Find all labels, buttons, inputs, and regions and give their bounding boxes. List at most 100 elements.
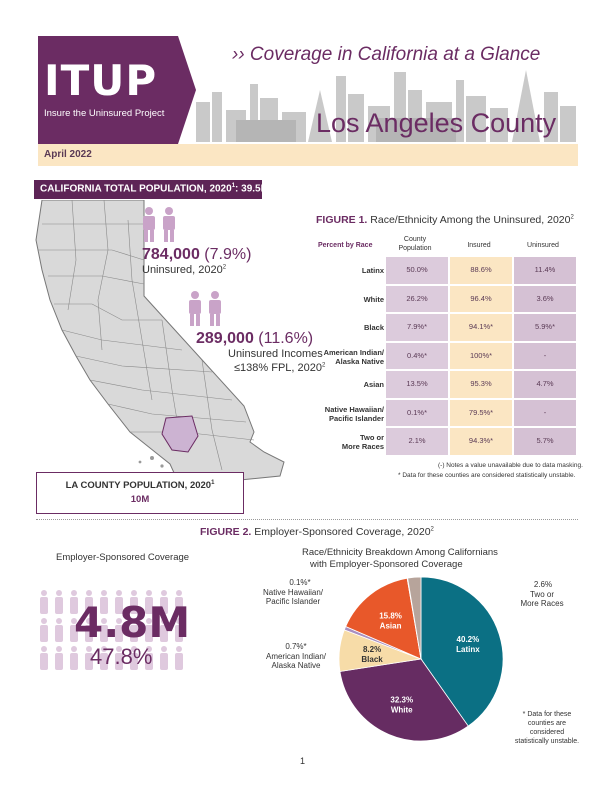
publication-date: April 2022 [44,149,92,160]
label-aian-name-2: Alaska Native [271,661,321,670]
cell-uninsured: 5.7% [514,428,576,455]
itup-logo: ITUP [44,56,158,105]
label-nhpi-name-2: Pacific Islander [265,597,321,606]
race-table: Latinx 50.0% 88.6% 11.4% White 26.2% 96.4% 3.6%… [310,256,576,456]
person-icon [130,618,138,642]
person-icon [175,618,183,642]
cell-uninsured: 11.4% [514,257,576,284]
logo-arrow-shape [178,36,196,144]
table-row: American Indian/Alaska Native 0.4%* 100%* - [310,342,576,371]
date-band [38,144,578,166]
pie-data-label-name: Black [361,655,383,664]
section-divider [36,519,578,520]
uninsured-value: 784,000 [142,246,200,263]
figure2-footnote: 2 [430,526,434,533]
label-aian-name: American Indian/Alaska Native [250,652,342,670]
pie-note: * Data for these counties are considered s… [512,710,582,746]
figure1-title-text: Race/Ethnicity Among the Uninsured, 2020 [370,214,571,226]
person-icon [130,590,138,614]
header-percent-by-race: Percent by Race [318,242,373,249]
pie-data-label-name: White [391,705,413,714]
logo-background [38,36,178,144]
person-icon [85,646,93,670]
pie-slice-white [339,658,469,742]
ca-population-text: CALIFORNIA TOTAL POPULATION, 20201: 39.5… [40,183,269,194]
person-icon [175,646,183,670]
table-row: Two or More Races 2.1% 94.3%* 5.7% [310,427,576,456]
pie-data-label-value: 32.3% [390,695,413,704]
person-icon [100,646,108,670]
cell-insured: 96.4% [450,285,512,312]
uninsured-label: Uninsured, 2020 [142,264,223,276]
cell-insured: 100%* [450,342,512,369]
cell-uninsured: - [514,399,576,426]
person-icon [40,618,48,642]
person-icon [160,646,168,670]
header-county-population-1: County [403,236,427,243]
label-nhpi-name: Native Hawaiian/Pacific Islander [248,588,338,606]
cell-uninsured: 4.7% [514,371,576,398]
person-icon [100,590,108,614]
person-icon [55,590,63,614]
city-skyline-illustration [196,70,576,142]
cell-insured: 79.5%* [450,399,512,426]
person-icon [115,646,123,670]
pie-slice-latinx [420,576,504,727]
person-icon [145,618,153,642]
person-icon [115,590,123,614]
california-outline [35,200,285,487]
cell-uninsured: 5.9%* [514,314,576,341]
header-county-population-2: Population [398,245,432,252]
uninsured-stat: 784,000 (7.9%) [142,246,251,264]
ca-population-banner [34,180,262,199]
label-two-more-value: 2.6% [533,580,553,589]
cell-insured: 94.3%* [450,428,512,455]
la-population-title: LA COUNTY POPULATION, 2020 [65,480,212,492]
ca-population-value: : 39.5M [235,183,269,195]
label-aian-name-1: American Indian/ [265,652,327,661]
pie-data-label-value: 8.2% [363,645,381,654]
california-map [35,200,285,487]
cell-insured: 94.1%* [450,314,512,341]
person-icon [40,646,48,670]
la-county-highlight [161,415,199,453]
cell-county: 2.1% [386,428,448,455]
cell-uninsured: - [514,342,576,369]
table-row: Native Hawaiian/Pacific Islander 0.1%* 79.… [310,399,576,428]
table-row: Black 7.9%* 94.1%* 5.9%* [310,313,576,342]
person-icon [40,590,48,614]
pie-note-1: * Data for these [522,711,572,718]
person-icon [70,618,78,642]
label-two-more-name-1: Two or [529,590,554,599]
people-icon [143,207,175,242]
figure1-title: FIGURE 1. Race/Ethnicity Among the Unins… [316,214,574,226]
cell-insured: 88.6% [450,257,512,284]
header-insured: Insured [467,242,491,249]
esc-total-value: 4.8M [74,598,191,647]
people-icon [189,291,221,326]
table-row: Latinx 50.0% 88.6% 11.4% [310,256,576,285]
pie-title-line-1: Race/Ethnicity Breakdown Among Californi… [302,547,498,558]
pie-slice-two-or-more-races [407,576,422,660]
pie-data-label-value: 40.2% [457,635,480,644]
cell-county: 0.1%* [386,399,448,426]
la-population-footnote: 1 [211,480,215,486]
person-icon [145,646,153,670]
person-icon [175,590,183,614]
pie-title-line-2: with Employer-Sponsored Coverage [310,559,463,570]
label-nhpi-value: 0.1%* [289,578,311,587]
people-grid-icon [40,590,183,670]
pie-chart: 40.2%Latinx 32.3%White 8.2%Black 15.8%Asian [338,576,504,742]
label-two-more-name: Two or More Races [512,590,572,608]
person-icon [55,646,63,670]
row-label: American Indian/Alaska Native [323,347,384,366]
pie-data-label-value: 15.8% [379,611,402,620]
pie-slice-asian [345,577,422,660]
cell-county: 50.0% [386,257,448,284]
esc-percent: 47.8% [90,644,153,669]
logo-tagline: Insure the Uninsured Project [44,108,165,119]
person-icon [160,590,168,614]
header-title: ›› Coverage in California at a Glance [232,44,541,65]
figure2-title-text: Employer-Sponsored Coverage, 2020 [254,526,431,538]
la-population-label: LA COUNTY POPULATION, 20201 [42,480,238,491]
